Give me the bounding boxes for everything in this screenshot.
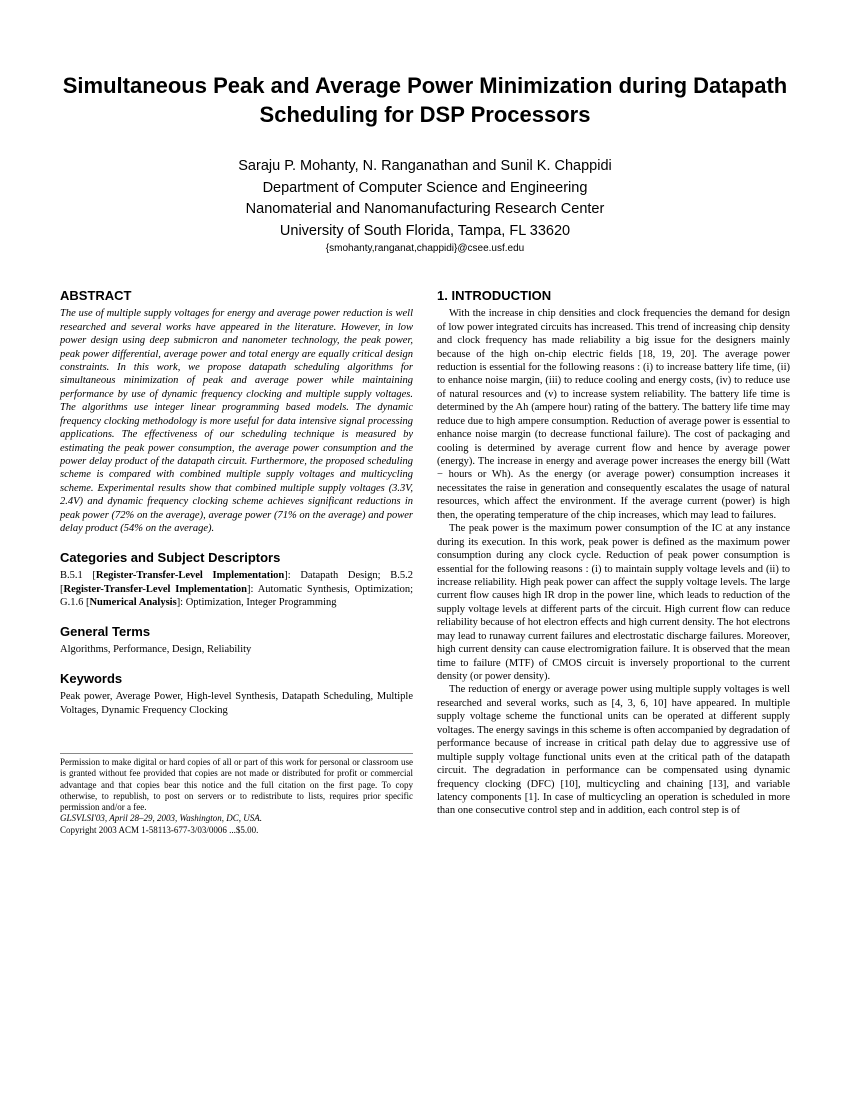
permission-text: Permission to make digital or hard copie… (60, 757, 413, 812)
abstract-heading: ABSTRACT (60, 288, 413, 304)
introduction-body: With the increase in chip densities and … (437, 307, 790, 818)
keywords-text: Peak power, Average Power, High-level Sy… (60, 690, 413, 717)
two-column-layout: ABSTRACT The use of multiple supply volt… (60, 288, 790, 836)
paper-title: Simultaneous Peak and Average Power Mini… (60, 72, 790, 129)
categories-text: B.5.1 [Register-Transfer-Level Implement… (60, 569, 413, 610)
authors-dept: Department of Computer Science and Engin… (60, 179, 790, 199)
intro-para-3: The reduction of energy or average power… (437, 683, 790, 817)
general-terms-text: Algorithms, Performance, Design, Reliabi… (60, 643, 413, 657)
left-column: ABSTRACT The use of multiple supply volt… (60, 288, 413, 836)
introduction-heading: 1. INTRODUCTION (437, 288, 790, 304)
authors-center: Nanomaterial and Nanomanufacturing Resea… (60, 200, 790, 220)
authors-email: {smohanty,ranganat,chappidi}@csee.usf.ed… (60, 243, 790, 256)
conference-info: GLSVLSI'03, April 28–29, 2003, Washingto… (60, 813, 262, 823)
authors-names: Saraju P. Mohanty, N. Ranganathan and Su… (60, 157, 790, 177)
authors-univ: University of South Florida, Tampa, FL 3… (60, 222, 790, 242)
keywords-heading: Keywords (60, 671, 413, 687)
copyright-text: Copyright 2003 ACM 1-58113-677-3/03/0006… (60, 825, 258, 835)
intro-para-2: The peak power is the maximum power cons… (437, 522, 790, 683)
categories-heading: Categories and Subject Descriptors (60, 550, 413, 566)
intro-para-1: With the increase in chip densities and … (437, 307, 790, 522)
permission-separator (60, 753, 413, 754)
permission-block: Permission to make digital or hard copie… (60, 753, 413, 836)
abstract-text: The use of multiple supply voltages for … (60, 307, 413, 535)
right-column: 1. INTRODUCTION With the increase in chi… (437, 288, 790, 836)
general-terms-heading: General Terms (60, 624, 413, 640)
